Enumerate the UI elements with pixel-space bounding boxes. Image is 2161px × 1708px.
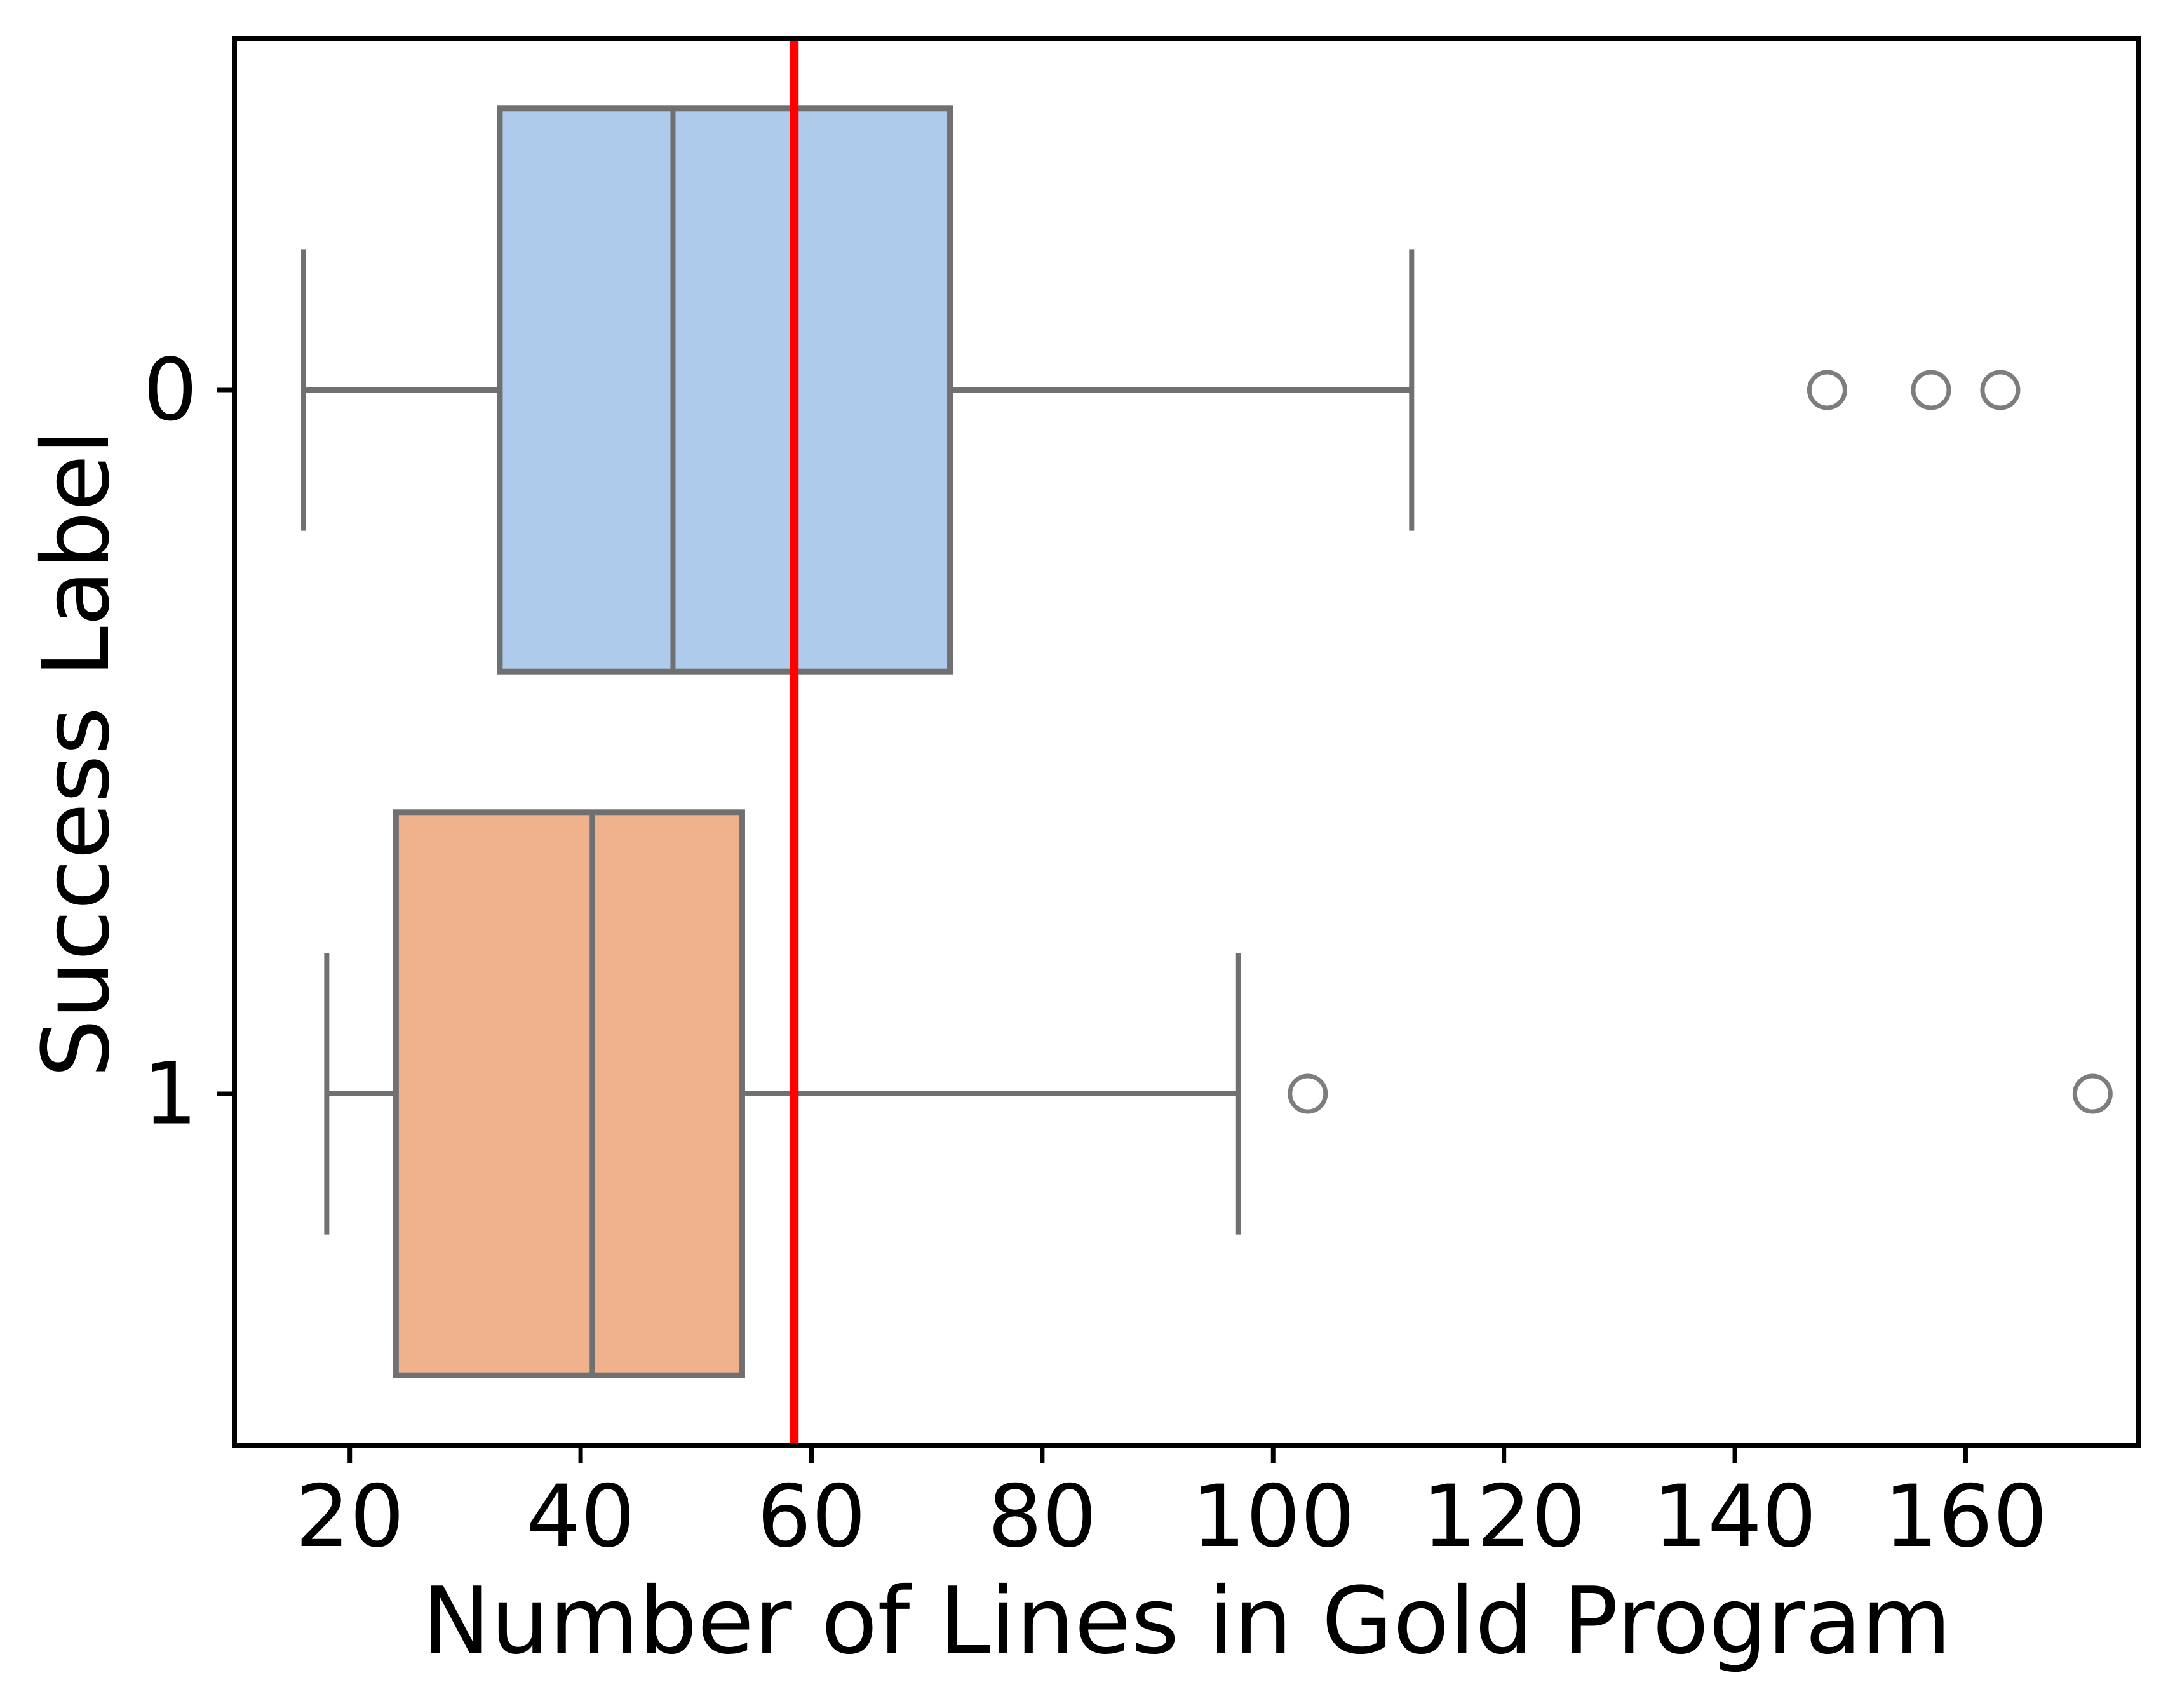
y-tick-label: 0: [143, 340, 198, 440]
x-tick-label: 20: [295, 1467, 405, 1566]
x-tick-label: 100: [1191, 1467, 1355, 1566]
x-axis-label: Number of Lines in Gold Program: [422, 1568, 1951, 1675]
iqr-box: [393, 809, 745, 1378]
box-group-1: [324, 809, 2113, 1378]
y-tick-label: 1: [143, 1044, 198, 1144]
x-tick-label: 120: [1422, 1467, 1586, 1566]
x-tick-label: 80: [988, 1467, 1097, 1566]
x-tick-label: 60: [757, 1467, 866, 1566]
box-group-0: [301, 105, 2021, 675]
y-axis-label: Success Label: [23, 429, 130, 1078]
iqr-box: [497, 105, 953, 675]
x-tick-label: 160: [1884, 1467, 2048, 1566]
x-tick-label: 140: [1653, 1467, 1817, 1566]
outlier-point: [1911, 370, 1951, 410]
outlier-point: [1807, 370, 1847, 410]
outlier-point: [1980, 370, 2021, 410]
outlier-point: [2072, 1073, 2113, 1114]
outlier-point: [1288, 1073, 1328, 1114]
x-tick-label: 40: [526, 1467, 635, 1566]
axes-frame: [232, 36, 2141, 1448]
